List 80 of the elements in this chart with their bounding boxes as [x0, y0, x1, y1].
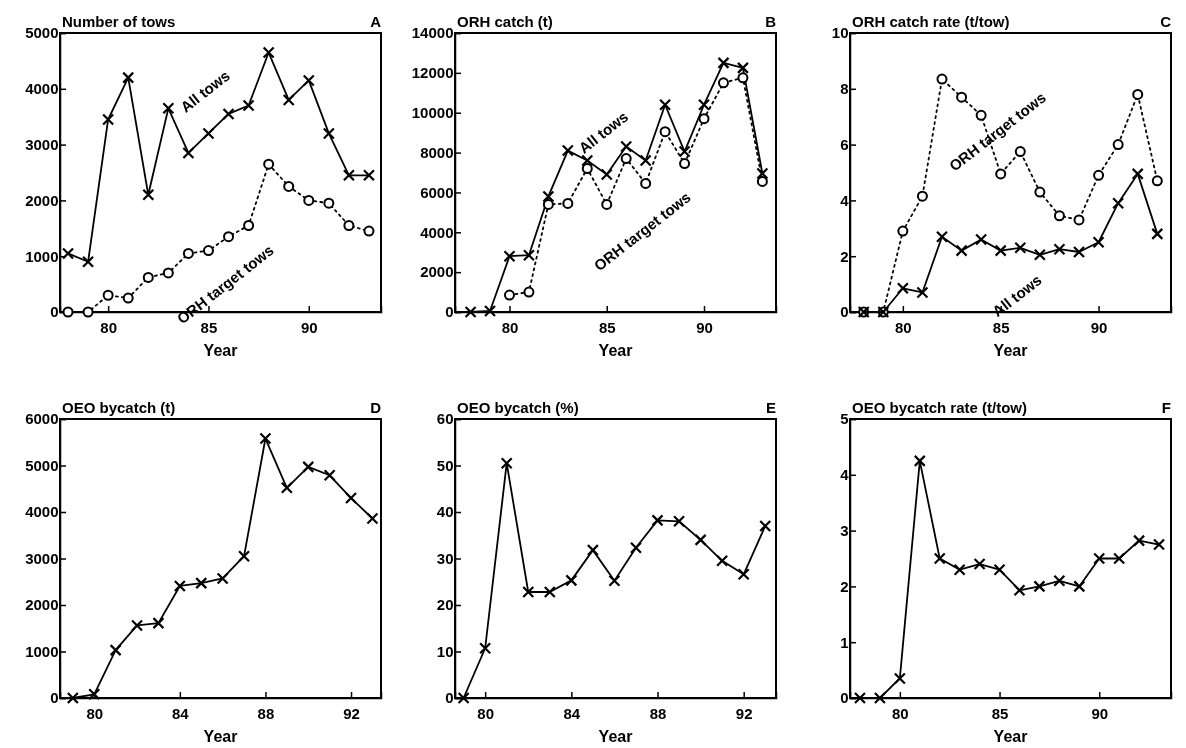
- y-tick-label: 10: [831, 24, 849, 42]
- y-tick-label: 1000: [25, 642, 59, 660]
- text: E: [765, 399, 776, 416]
- y-tick-label: 2000: [420, 263, 454, 281]
- y-tick-label: 0: [445, 303, 454, 321]
- x-axis-title: Year: [993, 342, 1028, 359]
- y-tick-label: 1000: [25, 247, 59, 265]
- y-tick-label: 3: [840, 521, 849, 539]
- y-tick-label: 4000: [25, 80, 59, 98]
- chart-title: OEO bycatch (%): [457, 399, 579, 416]
- x-tick-label: 80: [86, 705, 104, 722]
- y-tick-label: 4: [840, 191, 850, 209]
- y-tick-label: 40: [436, 503, 454, 521]
- chart-title: ORH catch rate (t/tow): [852, 13, 1010, 30]
- y-tick-label: 14000: [411, 24, 454, 42]
- y-tick-label: 50: [436, 456, 454, 474]
- y-tick-label: 6000: [420, 183, 454, 201]
- y-tick-label: 10: [436, 642, 454, 660]
- y-tick-label: 0: [840, 303, 849, 321]
- y-tick-label: 5: [840, 410, 849, 428]
- y-tick-label: 6: [840, 135, 849, 153]
- y-tick-label: 0: [50, 303, 59, 321]
- x-tick-label: 90: [1090, 319, 1108, 336]
- x-tick-label: 90: [1091, 705, 1109, 722]
- y-tick-label: 2000: [25, 596, 59, 614]
- chart-title: OEO bycatch rate (t/tow): [852, 399, 1028, 416]
- text: F: [1161, 399, 1171, 416]
- y-tick-label: 0: [445, 689, 454, 707]
- y-tick-label: 8: [840, 80, 849, 98]
- text: D: [370, 399, 382, 416]
- y-tick-label: 3000: [25, 135, 59, 153]
- text: All tows: [575, 107, 632, 157]
- x-tick-label: 92: [735, 705, 753, 722]
- chart-title: OEO bycatch (t): [62, 399, 176, 416]
- y-tick-label: 5000: [25, 24, 59, 42]
- y-tick-label: 2: [840, 247, 849, 265]
- text: C: [1160, 13, 1172, 30]
- y-tick-label: 12000: [411, 64, 454, 82]
- chart-title: ORH catch (t): [457, 13, 553, 30]
- x-tick-label: 90: [300, 319, 318, 336]
- y-tick-label: 20: [436, 596, 454, 614]
- x-tick-label: 85: [200, 319, 218, 336]
- x-tick-label: 85: [598, 319, 616, 336]
- y-tick-label: 8000: [420, 143, 454, 161]
- y-tick-label: 0: [840, 689, 849, 707]
- x-tick-label: 84: [172, 705, 190, 722]
- chart-title: Number of tows: [62, 13, 176, 30]
- y-tick-label: 5000: [25, 456, 59, 474]
- y-tick-label: 10000: [411, 104, 454, 122]
- y-tick-label: 2000: [25, 191, 59, 209]
- x-tick-label: 90: [696, 319, 713, 336]
- y-tick-label: 3000: [25, 549, 59, 567]
- x-tick-label: 85: [992, 319, 1010, 336]
- text: A: [370, 13, 382, 30]
- y-tick-label: 0: [50, 689, 59, 707]
- x-axis-title: Year: [598, 728, 633, 745]
- y-tick-label: 60: [436, 410, 454, 428]
- y-tick-label: 1: [840, 633, 849, 651]
- x-tick-label: 92: [343, 705, 360, 722]
- x-axis-title: Year: [203, 728, 238, 745]
- y-tick-label: 4000: [25, 503, 59, 521]
- y-tick-label: 2: [840, 577, 849, 595]
- y-tick-label: 30: [436, 549, 454, 567]
- x-tick-label: 80: [895, 319, 912, 336]
- y-tick-label: 4: [840, 466, 850, 484]
- text: All tows: [177, 66, 233, 116]
- x-axis-title: Year: [203, 342, 238, 359]
- y-tick-label: 4000: [420, 223, 454, 241]
- x-axis-title: Year: [598, 342, 633, 359]
- x-tick-label: 80: [501, 319, 519, 336]
- y-tick-label: 6000: [25, 410, 59, 428]
- x-tick-label: 80: [100, 319, 117, 336]
- x-tick-label: 80: [477, 705, 494, 722]
- x-tick-label: 88: [649, 705, 667, 722]
- x-axis-title: Year: [993, 728, 1028, 745]
- x-tick-label: 84: [563, 705, 581, 722]
- x-tick-label: 88: [257, 705, 275, 722]
- x-tick-label: 85: [991, 705, 1009, 722]
- text: B: [765, 13, 777, 30]
- x-tick-label: 80: [892, 705, 909, 722]
